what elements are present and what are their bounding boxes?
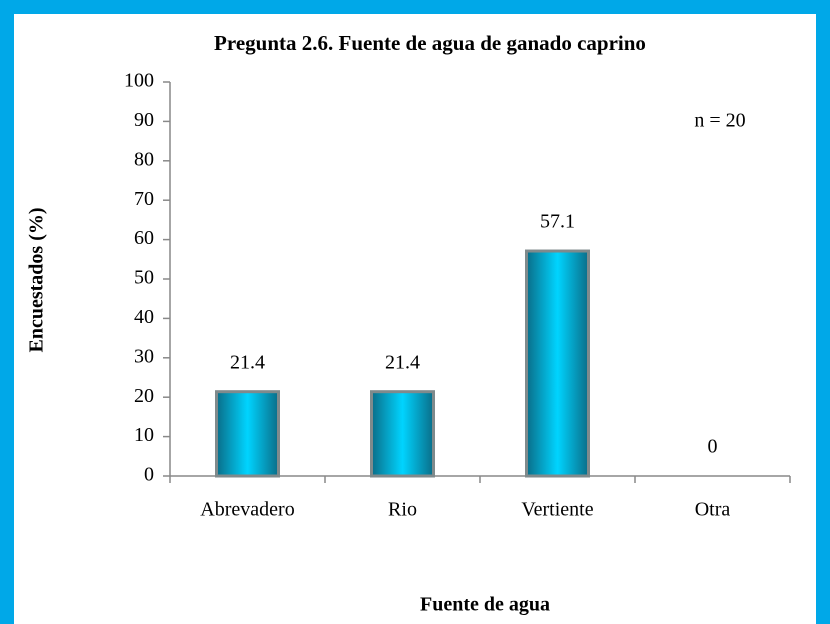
chart-title: Pregunta 2.6. Fuente de agua de ganado c… (214, 31, 646, 55)
annotation: n = 20 (694, 110, 745, 132)
y-tick-label: 70 (134, 188, 154, 210)
plot-frame (14, 14, 816, 624)
bar (370, 390, 435, 478)
bar (525, 249, 590, 478)
value-label: 21.4 (230, 351, 265, 373)
y-tick-label: 40 (134, 306, 154, 328)
y-tick-label: 20 (134, 385, 154, 407)
x-tick-label: Rio (388, 499, 417, 521)
y-tick-label: 30 (134, 345, 154, 367)
y-tick-label: 80 (134, 148, 154, 170)
y-tick-label: 50 (134, 267, 154, 289)
value-label: 57.1 (540, 211, 575, 233)
y-tick-label: 60 (134, 227, 154, 249)
x-axis-label: Fuente de agua (420, 594, 550, 616)
value-label: 0 (708, 436, 718, 458)
y-tick-label: 0 (144, 464, 154, 486)
value-label: 21.4 (385, 351, 420, 373)
x-tick-label: Abrevadero (200, 499, 294, 521)
y-axis-label: Encuestados (%) (26, 207, 48, 352)
y-tick-label: 100 (124, 70, 154, 92)
x-tick-label: Vertiente (521, 499, 593, 521)
y-tick-label: 10 (134, 424, 154, 446)
y-tick-label: 90 (134, 109, 154, 131)
bar (215, 390, 280, 478)
x-tick-label: Otra (695, 499, 731, 521)
